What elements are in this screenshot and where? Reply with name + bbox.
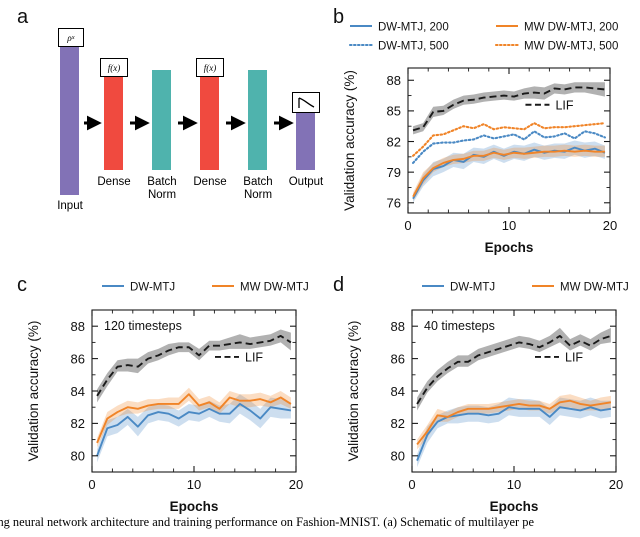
x-tick-label: 10: [507, 477, 521, 492]
x-tick-label: 20: [609, 477, 623, 492]
lif-label: LIF: [245, 350, 263, 364]
legend-label: MW DW-MTJ, 200: [524, 21, 618, 33]
confidence-band: [97, 394, 291, 463]
x-tick-label: 20: [603, 218, 617, 233]
series-line: [416, 399, 612, 446]
y-tick-label: 86: [71, 351, 85, 366]
series-line: [416, 334, 612, 405]
schematic-label-dense-2: Dense: [193, 176, 227, 188]
y-tick-label: 84: [71, 384, 85, 399]
y-tick-label: 80: [71, 449, 85, 464]
plot-annotation: 40 timesteps: [424, 319, 495, 333]
panel-c-svg: 0 10 20 80 82 84 86 88 Epochs Validation accuracy…: [26, 281, 309, 514]
schematic-badge-fx-2: f(x): [196, 58, 224, 77]
y-tick-label: 88: [71, 319, 85, 334]
x-tick-label: 0: [88, 477, 95, 492]
panel-c-chart: c 0 10 20 80 82 84 86 88 Epochs Validation accura…: [0, 262, 320, 515]
data-series-group: [416, 327, 612, 468]
axis-ticks: [407, 68, 611, 213]
x-axis-title: Epochs: [490, 499, 539, 514]
confidence-band: [417, 327, 611, 411]
x-tick-label: 0: [408, 477, 415, 492]
y-tick-label: 88: [387, 73, 401, 88]
x-tick-label: 10: [187, 477, 201, 492]
x-axis-title: Epochs: [485, 240, 534, 255]
schematic-badge-decay-curve-icon: [292, 92, 320, 113]
legend-label: MW DW-MTJ, 500: [524, 40, 618, 52]
axis-ticks: [411, 309, 617, 473]
y-tick-label: 88: [391, 319, 405, 334]
legend-label: DW-MTJ, 500: [378, 40, 449, 52]
x-tick-label: 0: [404, 218, 411, 233]
plot-frame: [91, 309, 297, 473]
series-line: [412, 122, 606, 157]
plot-frame: [411, 309, 617, 473]
series-line: [96, 393, 292, 444]
schematic-label-input: Input: [57, 200, 83, 212]
panel-d-svg: 0 10 20 80 82 84 86 88 Epochs Validation accuracy…: [346, 281, 629, 514]
schematic-bar-output: [296, 110, 315, 170]
series-line: [96, 403, 292, 457]
panel-letter-d: d: [333, 274, 345, 296]
schematic-label-batchnorm-2: Batch Norm: [243, 176, 273, 201]
panel-letter-a: a: [17, 6, 29, 28]
figure-caption: ing neural network architecture and trai…: [0, 515, 534, 529]
y-tick-label: 80: [391, 449, 405, 464]
x-axis-title: Epochs: [170, 499, 219, 514]
lif-label: LIF: [565, 350, 583, 364]
legend-label: DW-MTJ: [450, 281, 495, 293]
y-tick-label: 82: [391, 416, 405, 431]
y-tick-label: 86: [391, 351, 405, 366]
lif-label: LIF: [555, 98, 573, 112]
y-tick-label: 82: [71, 416, 85, 431]
rho-subscript: x: [71, 34, 75, 41]
rho-symbol: ρ: [67, 32, 72, 43]
y-axis-title: Validation accuracy (%): [346, 321, 361, 462]
schematic-label-batchnorm-1: Batch Norm: [147, 176, 177, 201]
y-axis-title: Validation accuracy (%): [342, 70, 357, 211]
schematic-bar-batchnorm-1: [152, 70, 171, 170]
schematic-badge-fx-1: f(x): [100, 58, 128, 77]
legend-label: DW-MTJ, 200: [378, 21, 449, 33]
confidence-band: [97, 329, 291, 403]
x-tick-label: 10: [502, 218, 516, 233]
confidence-band: [417, 394, 611, 450]
schematic-label-dense-1: Dense: [97, 176, 131, 188]
legend-label: MW DW-MTJ: [560, 281, 629, 293]
panel-b-chart: b 0 10 20 76 79 82 85 88 Epochs Validation accura…: [320, 0, 640, 262]
panel-letter-c: c: [17, 274, 27, 296]
confidence-band: [97, 387, 291, 448]
confidence-band: [413, 82, 605, 135]
schematic-bar-batchnorm-2: [248, 70, 267, 170]
panel-d-chart: d 0 10 20 80 82 84 86 88 Epochs Validation accura…: [320, 262, 640, 515]
schematic-bar-dense-1: [104, 75, 123, 170]
data-series-group: [96, 329, 292, 463]
decay-curve-icon: [298, 96, 315, 108]
panel-b-svg: 0 10 20 76 79 82 85 88 Epochs Validation accuracy…: [342, 21, 618, 255]
panel-letter-b: b: [333, 6, 345, 28]
y-tick-label: 84: [391, 384, 405, 399]
y-tick-label: 79: [387, 165, 401, 180]
plot-annotation: 120 timesteps: [104, 319, 182, 333]
confidence-band: [413, 140, 605, 203]
x-tick-label: 20: [289, 477, 303, 492]
y-axis-title: Validation accuracy (%): [26, 321, 41, 462]
y-tick-label: 76: [387, 196, 401, 211]
legend-label: DW-MTJ: [130, 281, 175, 293]
series-line: [412, 149, 605, 198]
data-series-group: [412, 82, 606, 203]
schematic-bar-input: [60, 45, 79, 195]
axis-ticks: [91, 309, 297, 473]
series-line: [412, 130, 606, 165]
y-tick-label: 85: [387, 104, 401, 119]
schematic-bar-dense-2: [200, 75, 219, 170]
schematic-label-output: Output: [288, 176, 324, 188]
legend-label: MW DW-MTJ: [240, 281, 309, 293]
y-tick-label: 82: [387, 134, 401, 149]
series-line: [96, 334, 292, 397]
